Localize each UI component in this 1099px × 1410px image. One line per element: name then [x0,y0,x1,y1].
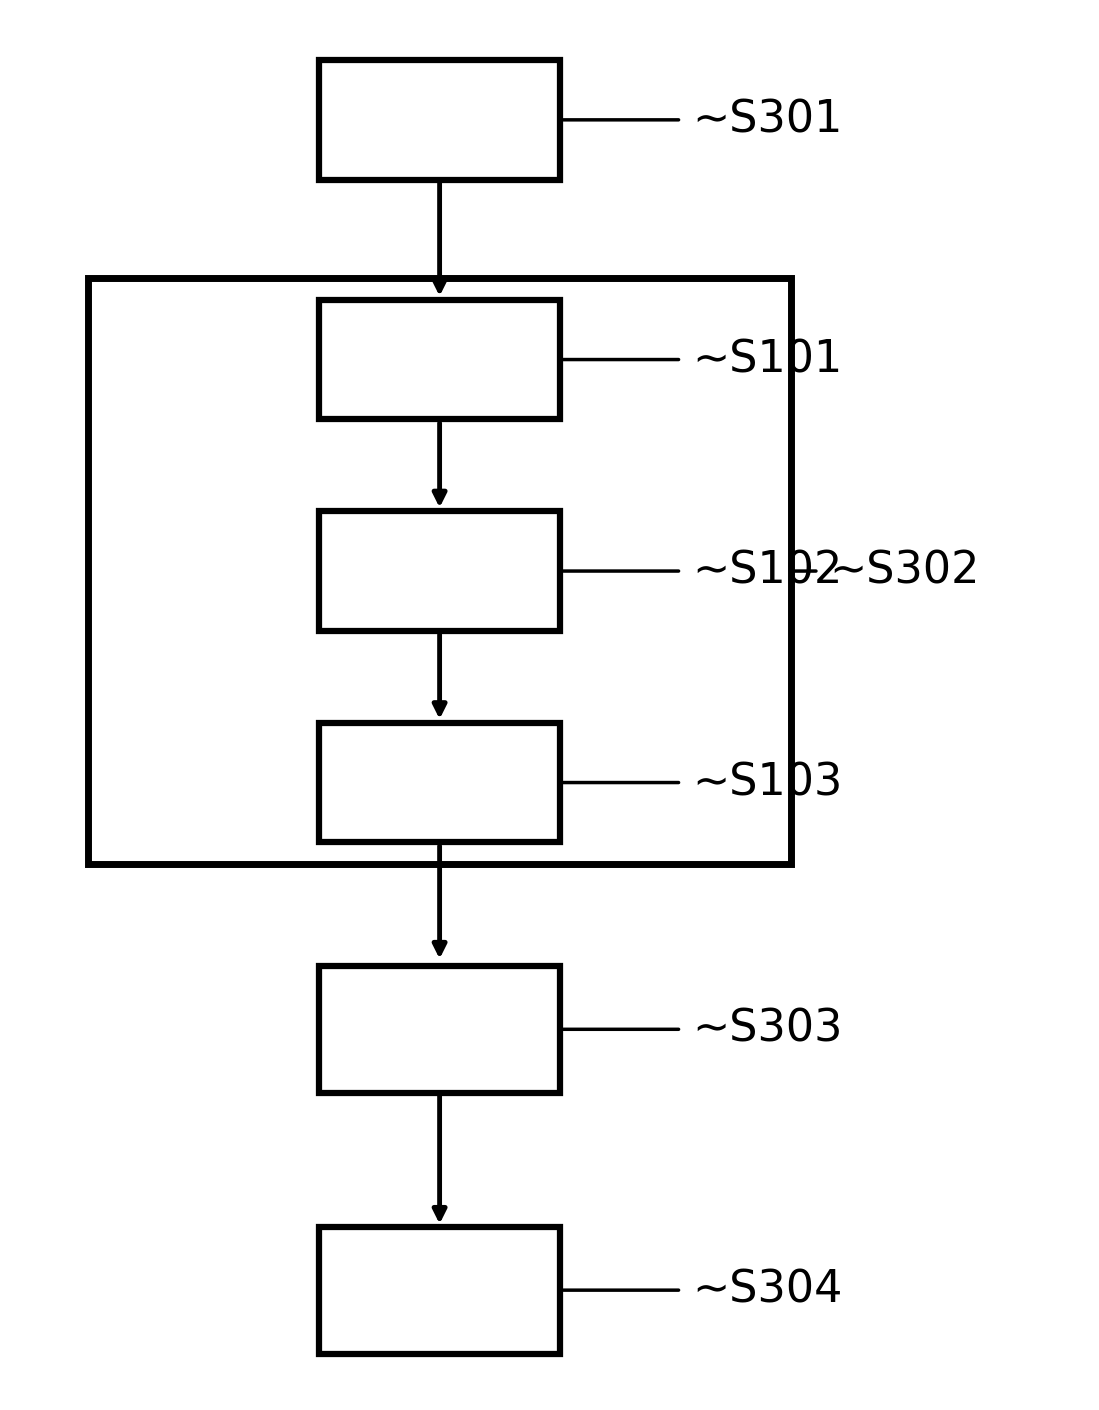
Bar [319,1227,560,1354]
Text: ∼S103: ∼S103 [692,761,843,804]
Bar [319,722,560,842]
Text: ∼S102: ∼S102 [692,550,843,592]
Text: ∼S101: ∼S101 [692,338,843,381]
Text: ∼S304: ∼S304 [692,1269,843,1311]
Bar [319,512,560,632]
Text: ∼S302: ∼S302 [830,550,980,592]
Bar [319,299,560,420]
Bar [319,59,560,179]
Bar [88,278,791,863]
Bar [319,966,560,1093]
Text: ∼S301: ∼S301 [692,99,843,141]
Text: ∼S303: ∼S303 [692,1008,843,1050]
